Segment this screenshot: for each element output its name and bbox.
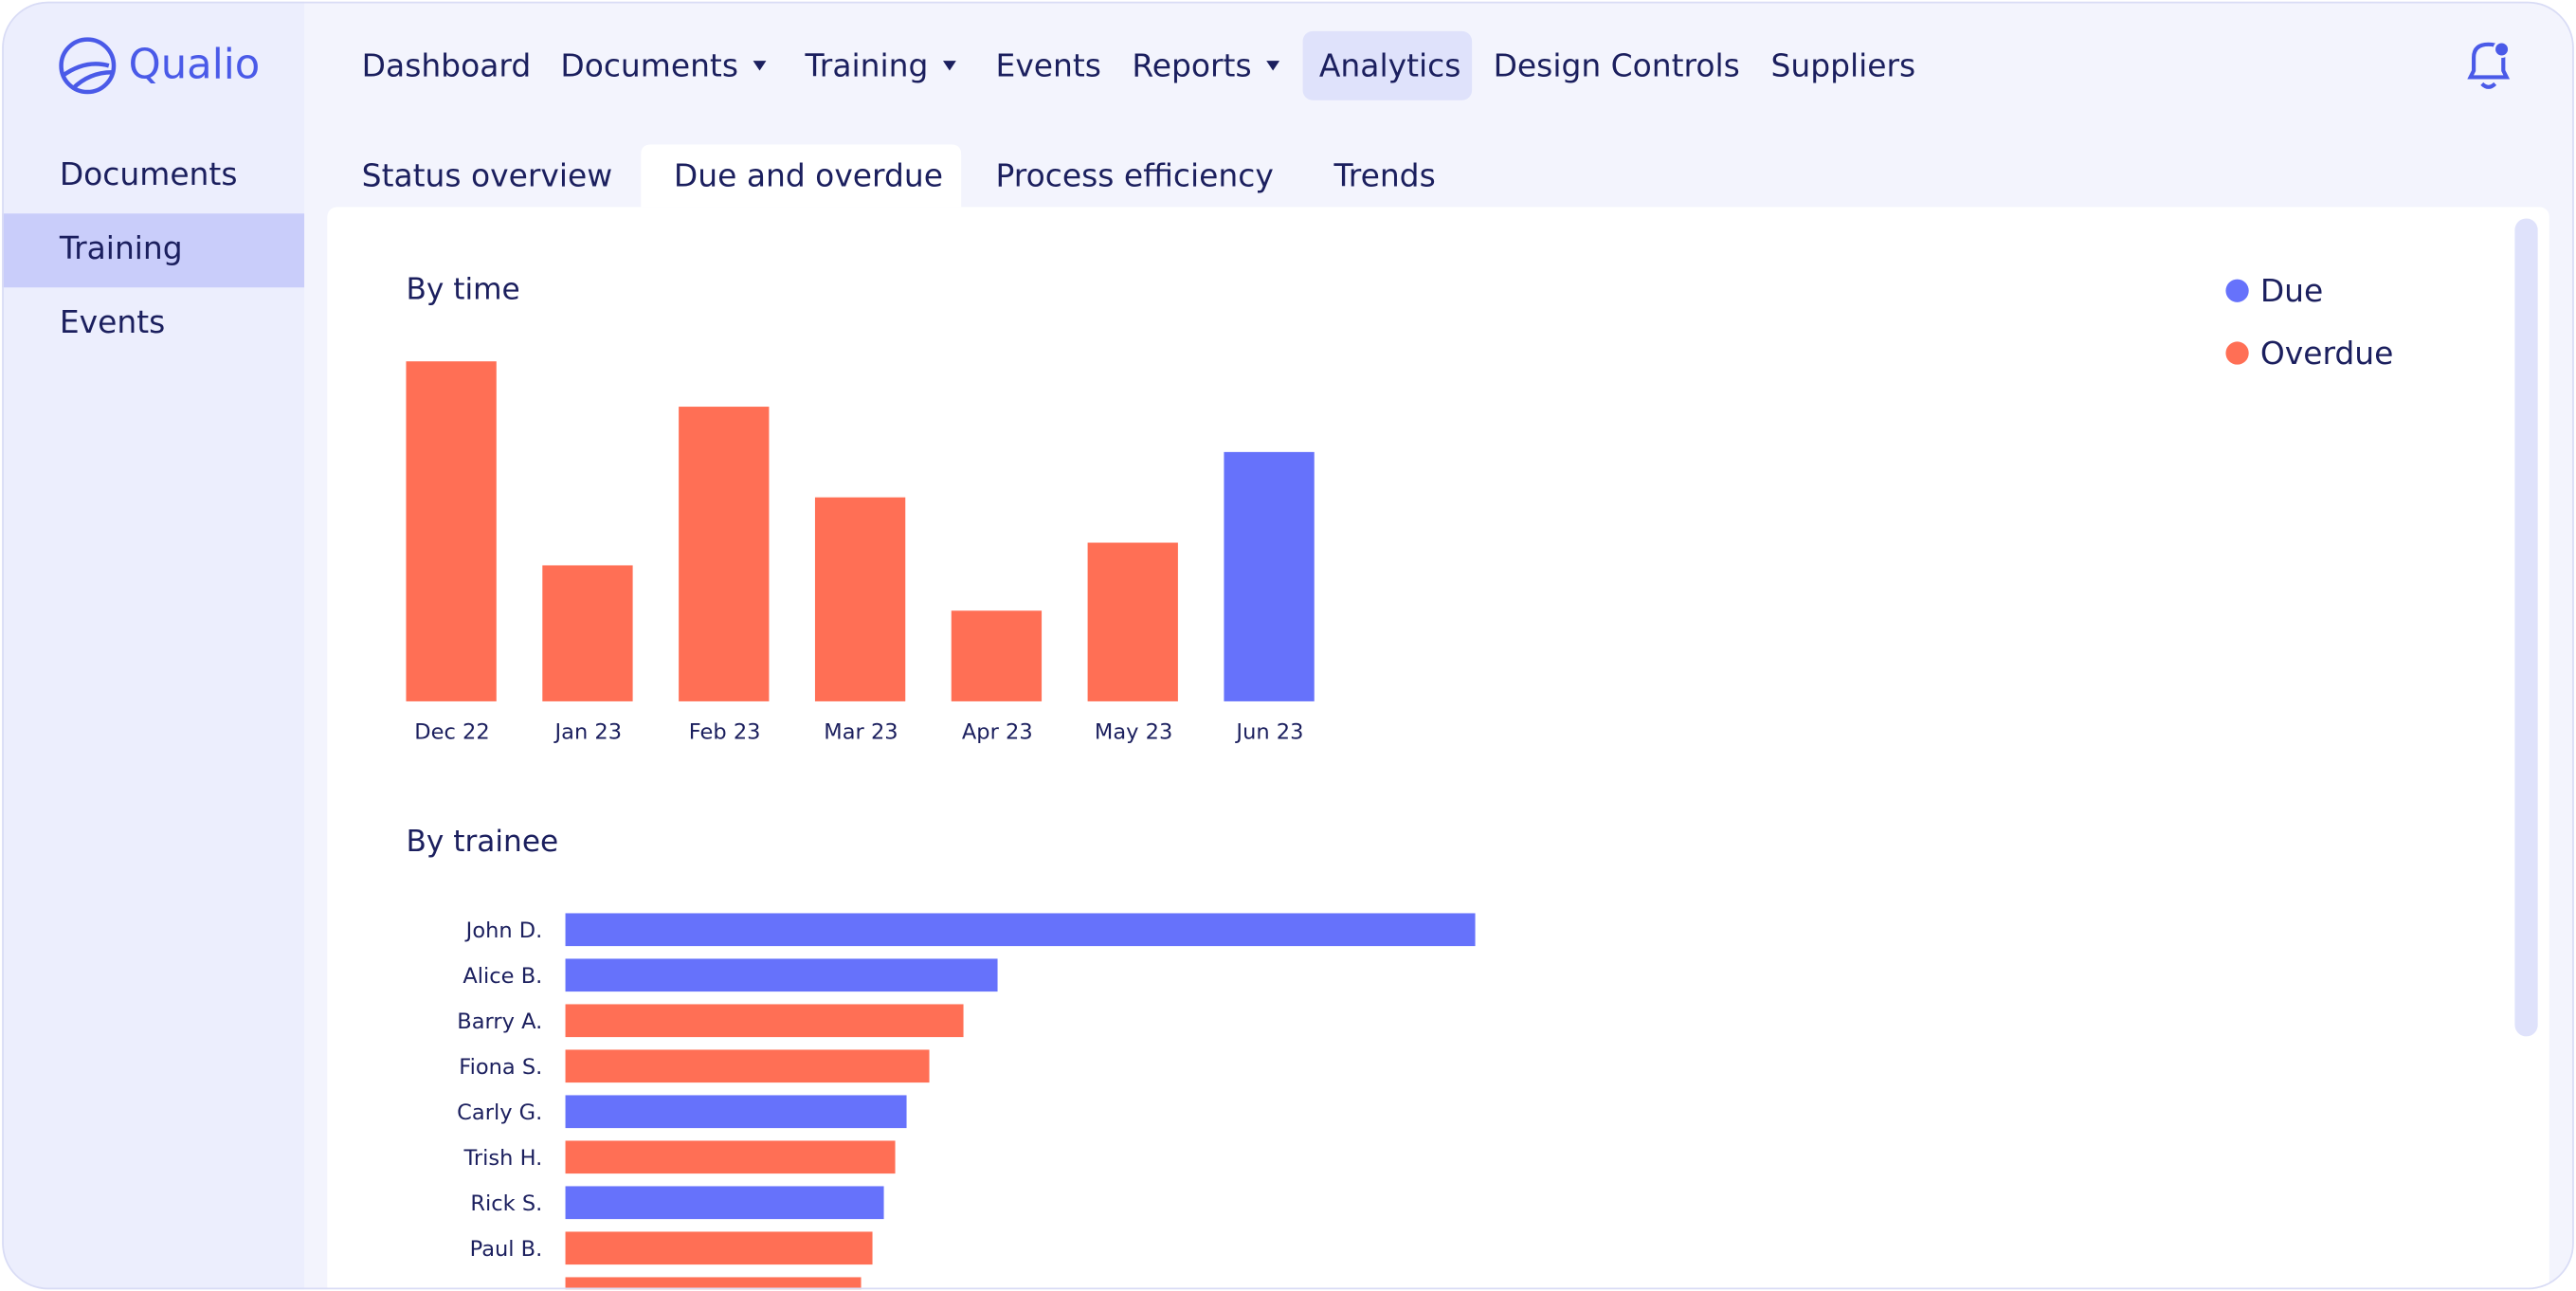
tab-active — [641, 144, 962, 208]
y-tick-label: Carly G. — [457, 1100, 542, 1125]
bar[interactable] — [951, 610, 1043, 701]
bar[interactable] — [565, 1186, 884, 1220]
scrollbar[interactable] — [2514, 218, 2538, 1037]
tab[interactable]: Trends — [1333, 157, 1436, 194]
logo-icon — [59, 37, 117, 95]
tab[interactable]: Process efficiency — [996, 157, 1274, 194]
tab[interactable]: Due and overdue — [674, 157, 943, 194]
x-tick-label: Apr 23 — [962, 719, 1033, 744]
sidebar-active — [2, 213, 305, 288]
content-panel — [327, 207, 2549, 1290]
bar[interactable] — [565, 958, 998, 992]
nav-item[interactable]: Analytics — [1319, 47, 1460, 84]
bar[interactable] — [565, 1049, 930, 1083]
legend-label: Due — [2260, 272, 2323, 309]
nav-active — [1302, 30, 1473, 100]
nav-item[interactable]: Suppliers — [1770, 47, 1915, 84]
y-tick-label: Alice B. — [463, 964, 542, 989]
bar[interactable] — [679, 407, 770, 701]
x-tick-label: Jun 23 — [1234, 719, 1303, 744]
nav-item[interactable]: Reports — [1132, 47, 1251, 84]
bar[interactable] — [565, 1095, 907, 1129]
nav-item[interactable]: Events — [996, 47, 1101, 84]
bar[interactable] — [542, 565, 633, 701]
chart-title: By trainee — [406, 825, 558, 859]
nav-item[interactable]: Documents — [560, 47, 738, 84]
y-tick-label: Rick S. — [470, 1191, 542, 1216]
bar[interactable] — [565, 1277, 862, 1291]
dropdown-caret — [942, 61, 956, 71]
logo[interactable]: Qualio — [129, 42, 261, 89]
nav-item[interactable]: Dashboard — [362, 47, 532, 84]
bar[interactable] — [565, 1004, 964, 1038]
sidebar-item[interactable]: Training — [59, 229, 183, 266]
bar[interactable] — [565, 1140, 896, 1174]
y-tick-label: Fiona S. — [459, 1055, 542, 1080]
y-tick-label: Paul B. — [470, 1237, 543, 1262]
legend-swatch — [2225, 279, 2249, 302]
x-tick-label: Dec 22 — [414, 719, 489, 744]
bar[interactable] — [565, 913, 1476, 947]
bar[interactable] — [406, 361, 497, 701]
x-tick-label: Feb 23 — [689, 719, 761, 744]
sidebar-item[interactable]: Events — [60, 303, 165, 340]
dropdown-caret — [1266, 61, 1280, 71]
legend-swatch — [2225, 341, 2249, 365]
x-tick-label: Jan 23 — [553, 719, 623, 744]
nav-item[interactable]: Design Controls — [1494, 47, 1740, 84]
y-tick-label: John D. — [464, 918, 543, 943]
nav-item[interactable]: Training — [805, 47, 929, 84]
bar[interactable] — [565, 1231, 873, 1265]
bar[interactable] — [1087, 542, 1178, 701]
y-tick-label: Trish H. — [463, 1146, 542, 1171]
sidebar — [2, 1, 305, 1290]
bar[interactable] — [1224, 451, 1315, 701]
bar[interactable] — [814, 497, 906, 701]
bell[interactable] — [2467, 40, 2511, 89]
tab[interactable]: Status overview — [362, 157, 612, 194]
legend-label: Overdue — [2260, 335, 2394, 372]
y-tick-label: Barry A. — [457, 1009, 542, 1034]
dropdown-caret — [753, 61, 767, 71]
x-tick-label: Mar 23 — [824, 719, 898, 744]
chart-title: By time — [406, 273, 519, 307]
x-tick-label: May 23 — [1095, 719, 1172, 744]
sidebar-item[interactable]: Documents — [60, 155, 238, 192]
